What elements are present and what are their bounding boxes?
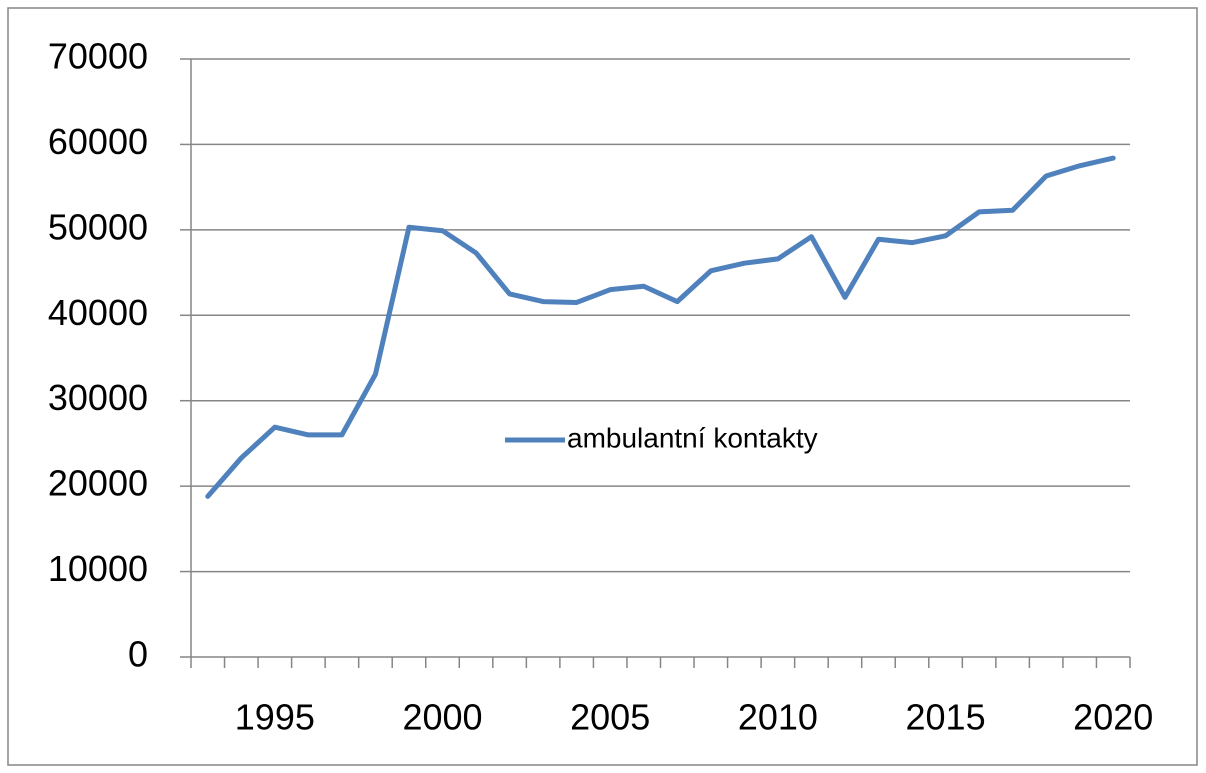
x-tick-label: 2020 xyxy=(1073,697,1153,738)
x-tick-label: 2010 xyxy=(738,697,818,738)
data-line xyxy=(205,155,1116,499)
y-tick-label: 0 xyxy=(128,634,148,675)
x-tick-label: 2000 xyxy=(402,697,482,738)
y-tick-label: 50000 xyxy=(48,206,148,247)
y-tick-label: 60000 xyxy=(48,121,148,162)
legend-label: ambulantní kontakty xyxy=(567,422,818,453)
x-tick-label: 1995 xyxy=(235,697,315,738)
y-tick-label: 40000 xyxy=(48,292,148,333)
y-tick-label: 20000 xyxy=(48,463,148,504)
y-tick-label: 70000 xyxy=(48,36,148,77)
x-tick-label: 2005 xyxy=(570,697,650,738)
y-tick-label: 10000 xyxy=(48,548,148,589)
y-tick-label: 30000 xyxy=(48,377,148,418)
chart-border xyxy=(7,7,1198,766)
x-tick-label: 2015 xyxy=(906,697,986,738)
